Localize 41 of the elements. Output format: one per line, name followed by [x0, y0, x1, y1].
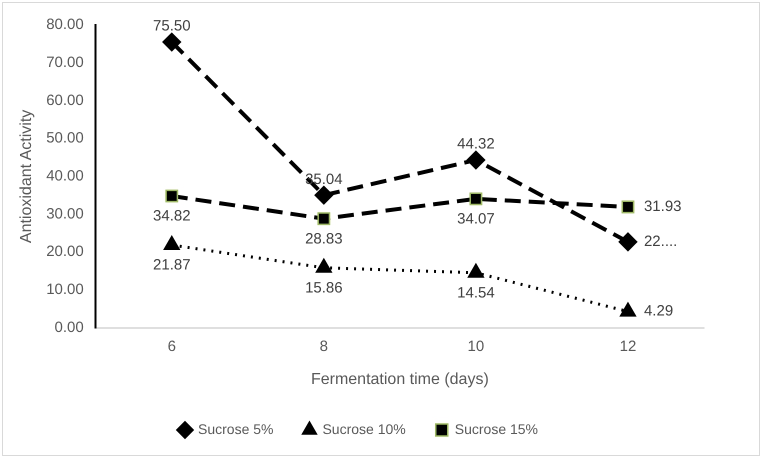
data-label: 75.50: [152, 18, 191, 35]
data-label: 44.32: [457, 136, 495, 153]
y-tick-label: 50.00: [46, 130, 84, 147]
legend-label: Sucrose 10%: [322, 420, 406, 437]
point: [314, 186, 334, 205]
point: [622, 200, 634, 214]
data-label: 31.93: [644, 198, 682, 216]
x-tick-label: 12: [620, 338, 636, 355]
x-tick-label: 10: [468, 338, 484, 355]
point: [466, 150, 486, 170]
point: [317, 212, 330, 226]
legend-label: Sucrose 5%: [198, 420, 274, 437]
y-tick-label: 40.00: [46, 168, 84, 185]
x-tick-label: 8: [320, 338, 328, 355]
data-label: 14.54: [457, 284, 495, 302]
point: [163, 236, 180, 250]
y-tick-label: 70.00: [46, 54, 84, 71]
x-tick-label: 6: [168, 338, 176, 355]
y-tick-label: 80.00: [46, 16, 84, 34]
point: [618, 232, 638, 252]
legend-label: Sucrose 15%: [454, 420, 538, 437]
data-label: 21.87: [152, 256, 191, 274]
data-label: 15.86: [305, 279, 343, 296]
y-tick-label: 30.00: [46, 205, 84, 222]
data-label: 28.83: [305, 230, 343, 248]
y-tick-label: 20.00: [46, 243, 84, 260]
point: [316, 258, 332, 273]
point: [469, 192, 482, 206]
data-label: 34.07: [457, 210, 495, 228]
y-tick-label: 0.00: [54, 318, 84, 336]
point: [620, 302, 636, 317]
data-label: 34.82: [152, 208, 191, 225]
data-label: 22....: [644, 233, 678, 250]
x-axis-title: Fermentation time (days): [310, 370, 489, 388]
y-tick-label: 60.00: [46, 92, 84, 109]
data-label: 4.29: [644, 302, 674, 320]
point: [165, 190, 178, 202]
y-axis-title: Antioxidant Activity: [18, 110, 36, 244]
point: [468, 263, 484, 278]
y-tick-label: 10.00: [46, 281, 84, 298]
data-label: 35.04: [305, 170, 343, 188]
